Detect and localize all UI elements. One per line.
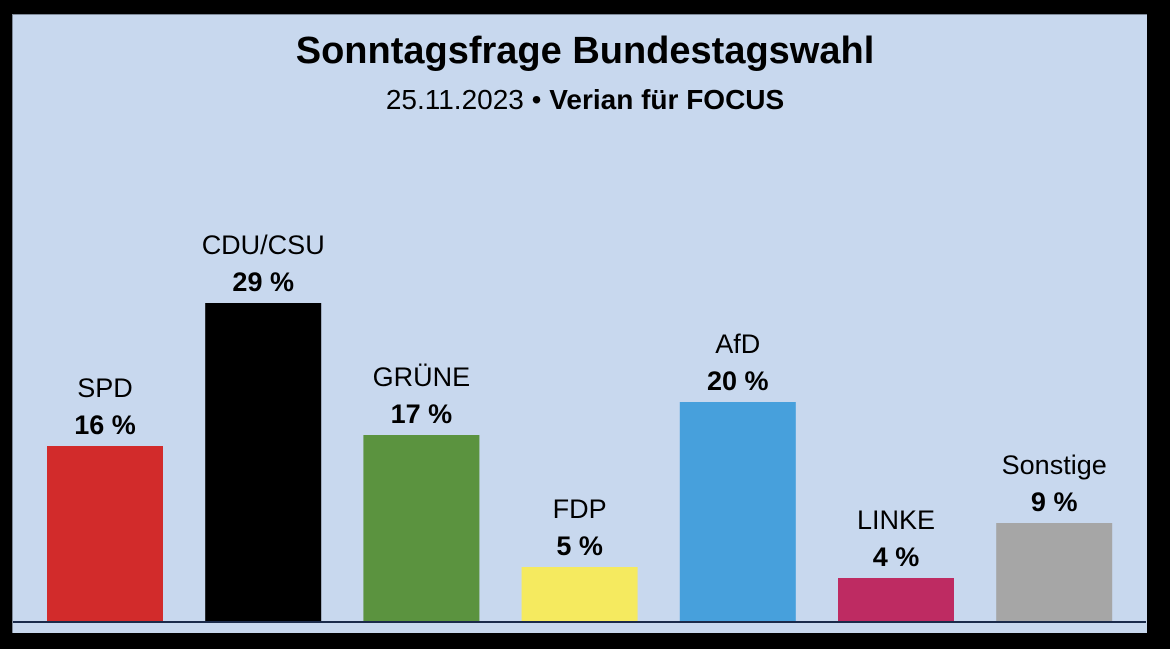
bar-afd (679, 402, 796, 622)
chart-subtitle: 25.11.2023 • Verian für FOCUS (0, 84, 1170, 116)
labels-layer: 16 % SPD 29 % CDU/CSU 17 % GRÜNE 5 % FDP 20 % AfD… (74, 230, 1107, 572)
bar-linke (838, 578, 954, 622)
chart-title: Sonntagsfrage Bundestagswahl (295, 30, 875, 72)
category-label-cdu-csu: CDU/CSU (202, 230, 325, 260)
subtitle-pollster: Verian für FOCUS (549, 84, 785, 115)
category-label-gr-ne: GRÜNE (373, 362, 471, 392)
value-label-gr-ne: 17 % (391, 399, 453, 429)
value-label-spd: 16 % (74, 410, 136, 440)
bars-layer (47, 303, 1113, 622)
category-label-linke: LINKE (857, 505, 935, 535)
category-label-fdp: FDP (553, 494, 607, 524)
value-label-fdp: 5 % (556, 531, 603, 561)
bar-cdu-csu (205, 303, 322, 622)
bar-sonstige (996, 523, 1113, 622)
category-label-sonstige: Sonstige (1002, 450, 1107, 480)
chart-panel (12, 14, 1147, 633)
value-label-sonstige: 9 % (1031, 487, 1078, 517)
bar-spd (47, 446, 163, 622)
category-label-spd: SPD (77, 373, 133, 403)
bar-fdp (521, 567, 638, 622)
value-label-cdu-csu: 29 % (232, 267, 294, 297)
subtitle-separator: • (531, 84, 542, 115)
category-label-afd: AfD (715, 329, 760, 359)
value-label-linke: 4 % (873, 542, 920, 572)
bar-gr-ne (363, 435, 480, 622)
subtitle-date: 25.11.2023 (385, 84, 524, 115)
survey-footnote: Telefonische Befragung vom 14.–21.11.202… (1149, 187, 1165, 573)
value-label-afd: 20 % (707, 366, 769, 396)
